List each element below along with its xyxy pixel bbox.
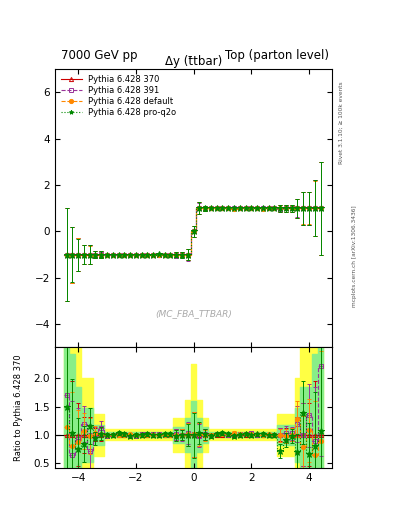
Text: Top (parton level): Top (parton level) [225,50,329,62]
Text: Rivet 3.1.10; ≥ 100k events: Rivet 3.1.10; ≥ 100k events [339,81,344,164]
Text: 7000 GeV pp: 7000 GeV pp [61,50,138,62]
Legend: Pythia 6.428 370, Pythia 6.428 391, Pythia 6.428 default, Pythia 6.428 pro-q2o: Pythia 6.428 370, Pythia 6.428 391, Pyth… [59,73,178,119]
Y-axis label: Ratio to Pythia 6.428 370: Ratio to Pythia 6.428 370 [14,355,23,461]
Text: (MC_FBA_TTBAR): (MC_FBA_TTBAR) [155,310,232,318]
Text: mcplots.cern.ch [arXiv:1306.3436]: mcplots.cern.ch [arXiv:1306.3436] [352,205,357,307]
Title: Δy (t̄tbar): Δy (t̄tbar) [165,55,222,68]
